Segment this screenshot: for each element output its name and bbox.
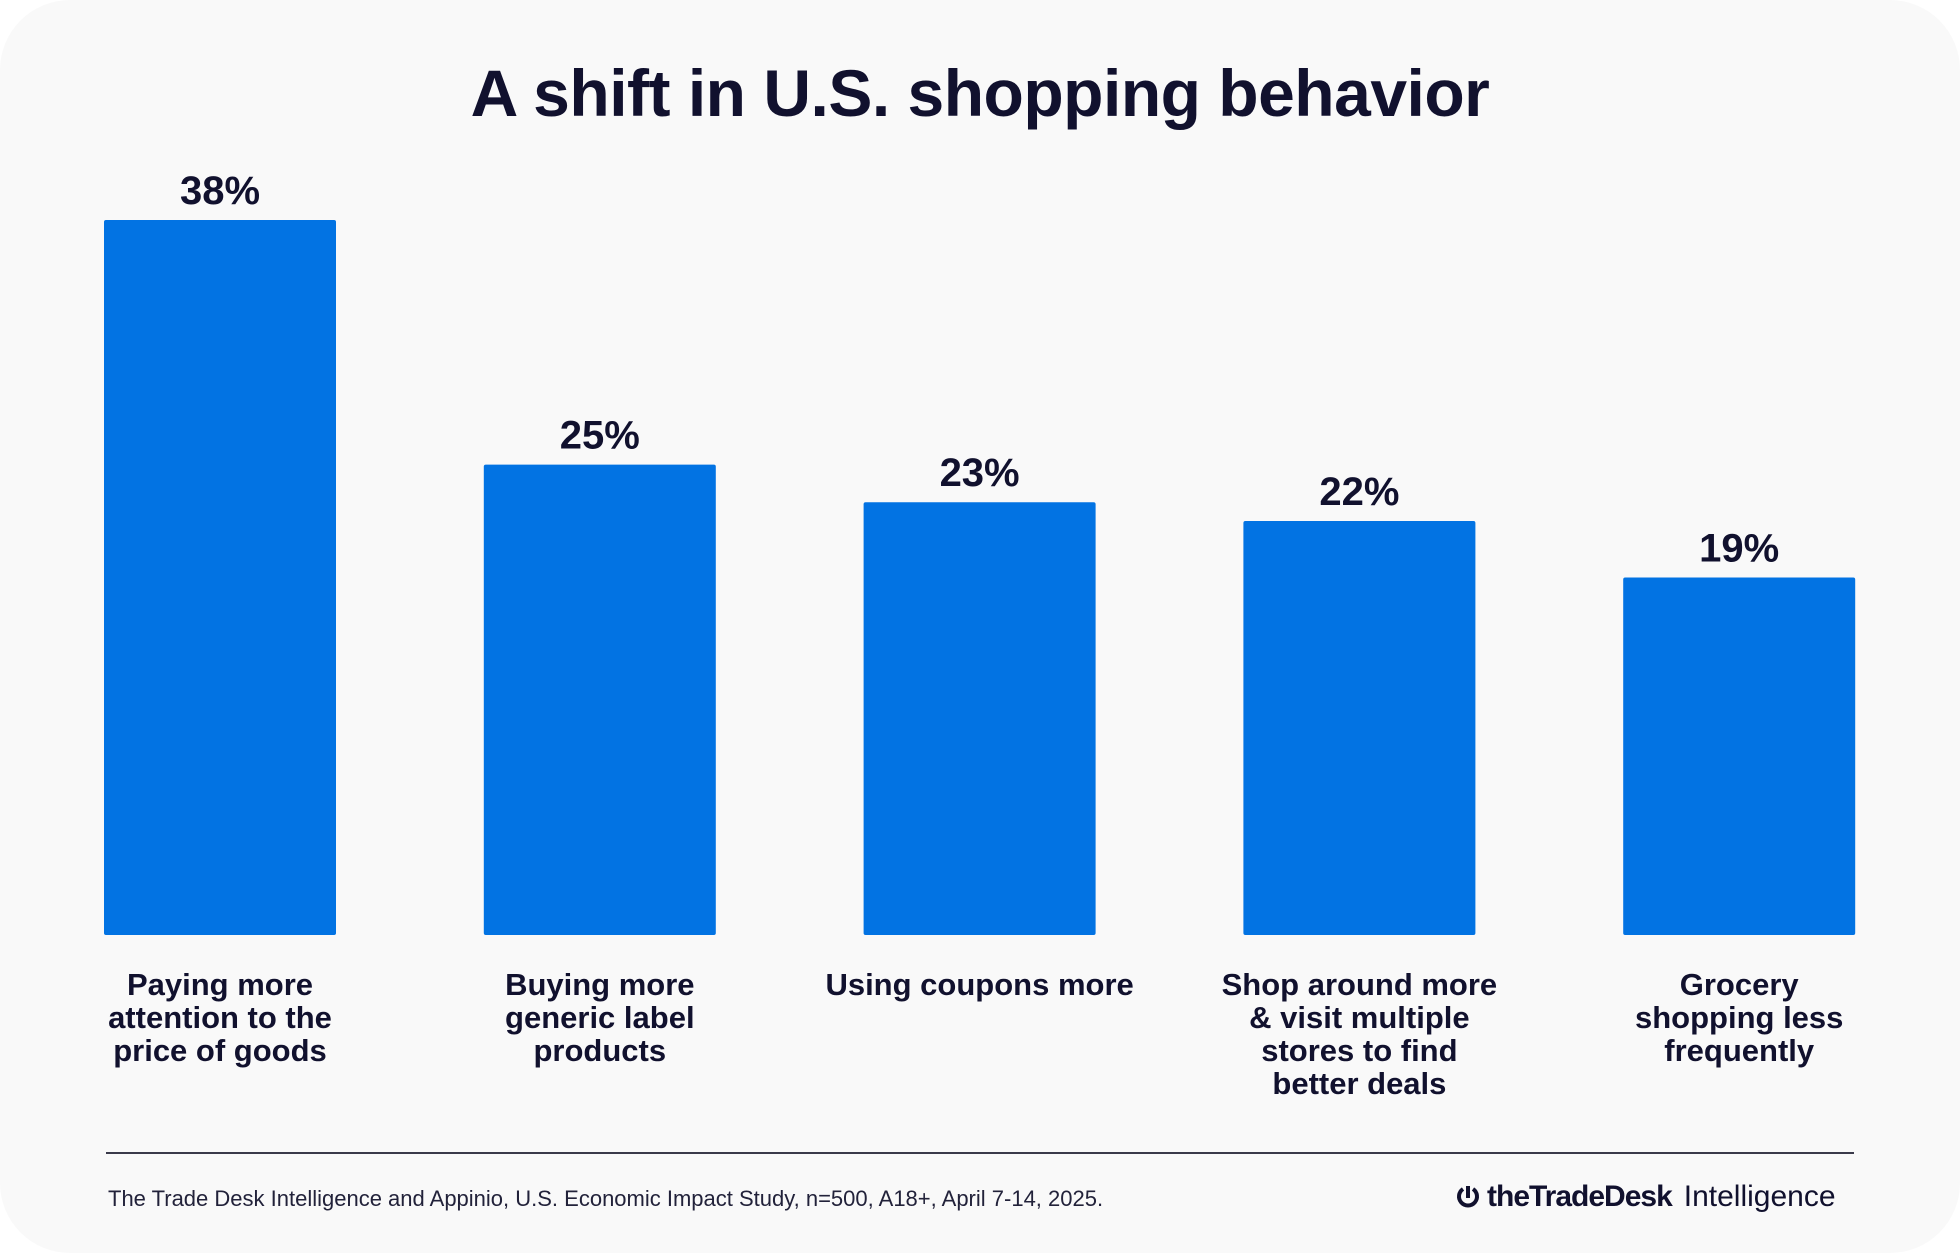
- category-label: Paying more: [127, 967, 313, 1002]
- divider: [106, 1152, 1854, 1154]
- logo: theTradeDesk Intelligence: [1455, 1180, 1836, 1214]
- bar: [483, 464, 716, 935]
- value-label: 19%: [1699, 527, 1779, 571]
- category-label: Using coupons more: [825, 967, 1133, 1002]
- chart-title: A shift in U.S. shopping behavior: [470, 56, 1490, 130]
- category-label: generic label: [505, 1000, 695, 1035]
- category-label: better deals: [1272, 1066, 1446, 1101]
- trade-desk-logo-icon: [1457, 1186, 1479, 1208]
- category-label: Shop around more: [1222, 967, 1498, 1002]
- category-label: products: [533, 1033, 666, 1068]
- value-label: 38%: [180, 169, 260, 213]
- category-label: Buying more: [505, 967, 694, 1002]
- category-label: shopping less: [1635, 1000, 1843, 1035]
- bar: [863, 502, 1096, 935]
- category-label: frequently: [1664, 1033, 1815, 1068]
- logo-brand: theTradeDesk: [1487, 1180, 1673, 1213]
- value-label: 22%: [1319, 470, 1399, 514]
- source-note: The Trade Desk Intelligence and Appinio,…: [108, 1186, 1104, 1211]
- bar: [1243, 521, 1476, 935]
- value-label: 25%: [560, 414, 640, 458]
- category-label: stores to find: [1261, 1033, 1457, 1068]
- category-label: Grocery: [1680, 967, 1800, 1002]
- bar: [104, 220, 336, 935]
- category-label: & visit multiple: [1249, 1000, 1469, 1035]
- bar: [1623, 577, 1856, 935]
- category-label: price of goods: [113, 1033, 327, 1068]
- value-label: 23%: [940, 451, 1020, 495]
- category-label: attention to the: [108, 1000, 332, 1035]
- logo-sub: Intelligence: [1683, 1180, 1836, 1213]
